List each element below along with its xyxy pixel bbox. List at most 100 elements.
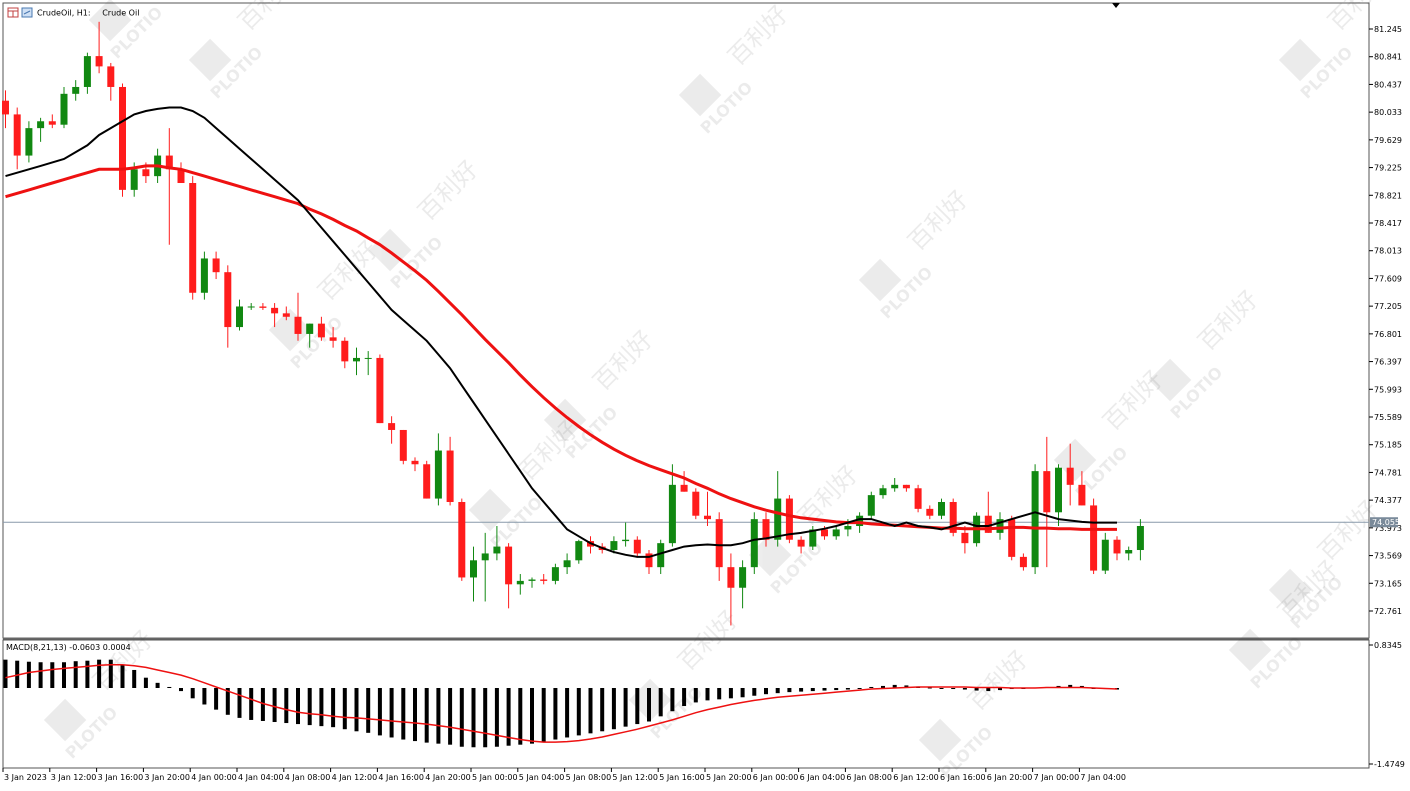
- candle[interactable]: [60, 86, 68, 129]
- candle[interactable]: [879, 484, 887, 499]
- candle[interactable]: [294, 292, 302, 341]
- candle[interactable]: [551, 563, 559, 585]
- candle[interactable]: [1019, 553, 1027, 571]
- candle[interactable]: [797, 536, 805, 554]
- time-tick-label: 4 Jan 16:00: [378, 773, 424, 782]
- candle[interactable]: [739, 560, 747, 609]
- candle[interactable]: [189, 176, 197, 300]
- candle[interactable]: [996, 512, 1004, 540]
- candle[interactable]: [762, 512, 770, 547]
- candle-body: [1043, 471, 1051, 513]
- candle[interactable]: [750, 512, 758, 575]
- candle[interactable]: [212, 251, 220, 280]
- candle[interactable]: [458, 498, 466, 581]
- candle[interactable]: [1008, 515, 1016, 561]
- candle[interactable]: [692, 488, 700, 520]
- candle[interactable]: [1031, 464, 1039, 575]
- candle[interactable]: [622, 522, 630, 547]
- candle[interactable]: [83, 52, 91, 94]
- candle-body: [247, 306, 255, 308]
- candle[interactable]: [364, 351, 372, 376]
- candle[interactable]: [1066, 443, 1074, 506]
- candle[interactable]: [282, 306, 290, 321]
- candle[interactable]: [1090, 498, 1098, 575]
- candle[interactable]: [902, 484, 910, 492]
- candle[interactable]: [2, 90, 9, 129]
- candle[interactable]: [1055, 464, 1062, 527]
- candle[interactable]: [446, 436, 454, 506]
- candle[interactable]: [926, 505, 934, 520]
- candle[interactable]: [48, 114, 56, 129]
- candle[interactable]: [247, 303, 255, 310]
- macd-bar: [588, 688, 593, 734]
- candle[interactable]: [1101, 532, 1109, 575]
- candle[interactable]: [528, 577, 536, 588]
- time-tick-label: 4 Jan 08:00: [285, 773, 331, 782]
- macd-bar: [775, 688, 780, 694]
- candle[interactable]: [165, 128, 173, 245]
- candle[interactable]: [423, 460, 431, 499]
- chart-window-icon[interactable]: [7, 7, 33, 18]
- candle[interactable]: [516, 574, 524, 595]
- candle[interactable]: [891, 477, 899, 492]
- candle[interactable]: [867, 491, 875, 520]
- candle[interactable]: [376, 354, 384, 424]
- candle[interactable]: [200, 251, 208, 300]
- candle[interactable]: [72, 80, 80, 101]
- candle[interactable]: [575, 539, 583, 564]
- candle[interactable]: [353, 347, 360, 376]
- candle[interactable]: [411, 457, 419, 472]
- candle[interactable]: [1043, 436, 1051, 568]
- candle[interactable]: [107, 62, 115, 101]
- candle[interactable]: [785, 495, 793, 544]
- candle[interactable]: [493, 526, 501, 561]
- candle[interactable]: [1125, 546, 1133, 561]
- candle[interactable]: [633, 536, 641, 557]
- candle[interactable]: [13, 107, 21, 170]
- candle[interactable]: [680, 471, 688, 492]
- candle[interactable]: [224, 265, 232, 348]
- candle[interactable]: [832, 526, 840, 540]
- candle[interactable]: [470, 546, 477, 602]
- candle[interactable]: [329, 327, 337, 348]
- candle[interactable]: [610, 536, 618, 554]
- candle[interactable]: [540, 574, 548, 585]
- candle[interactable]: [774, 471, 782, 547]
- candle[interactable]: [388, 416, 396, 444]
- candle[interactable]: [399, 429, 407, 465]
- candle[interactable]: [668, 464, 676, 547]
- candle[interactable]: [317, 316, 325, 341]
- price-tick-label: 77.205: [1374, 302, 1402, 311]
- candle[interactable]: [715, 512, 723, 581]
- candle[interactable]: [727, 553, 735, 626]
- candle[interactable]: [949, 498, 957, 537]
- candle[interactable]: [481, 532, 489, 602]
- candle[interactable]: [645, 550, 653, 575]
- candle[interactable]: [95, 21, 103, 74]
- candle[interactable]: [657, 539, 665, 575]
- chart-shift-marker-icon[interactable]: [1112, 3, 1120, 8]
- candle[interactable]: [25, 121, 33, 163]
- candle[interactable]: [236, 299, 243, 331]
- macd-bar: [986, 688, 991, 692]
- candle[interactable]: [341, 337, 349, 369]
- candle[interactable]: [1113, 536, 1121, 561]
- candle[interactable]: [119, 83, 126, 197]
- candles-layer[interactable]: [2, 21, 1144, 626]
- candle[interactable]: [434, 433, 442, 506]
- candle[interactable]: [563, 553, 571, 575]
- candle[interactable]: [306, 323, 314, 348]
- candle[interactable]: [938, 498, 945, 520]
- candle[interactable]: [259, 303, 267, 310]
- candle[interactable]: [1078, 471, 1086, 506]
- candle[interactable]: [961, 526, 969, 554]
- candle[interactable]: [704, 491, 711, 527]
- candle[interactable]: [271, 303, 279, 328]
- candle[interactable]: [505, 543, 513, 609]
- candle[interactable]: [914, 484, 922, 513]
- candle[interactable]: [1136, 519, 1144, 561]
- candle-body: [844, 526, 852, 530]
- candle[interactable]: [177, 162, 185, 184]
- candle[interactable]: [37, 117, 45, 142]
